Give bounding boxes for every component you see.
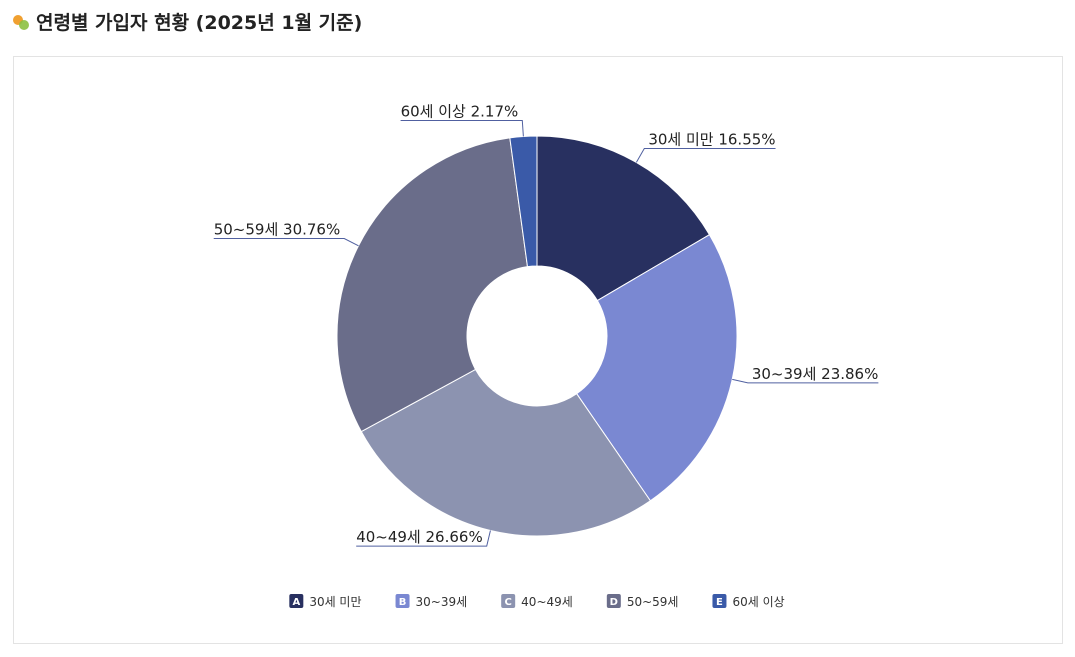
- leader-line: [635, 148, 776, 163]
- legend-marker: D: [610, 597, 618, 608]
- legend-marker: E: [716, 597, 723, 608]
- legend-label: 50~59세: [627, 595, 679, 609]
- legend-swatch: [289, 594, 304, 608]
- value-label: 60세 이상 2.17%: [401, 103, 519, 121]
- leader-line: [356, 530, 491, 547]
- legend-label: 40~49세: [521, 595, 573, 609]
- legend-marker: C: [505, 597, 512, 608]
- legend-label: 60세 이상: [732, 595, 784, 609]
- legend-swatch: [606, 594, 621, 608]
- legend-swatch: [395, 594, 410, 608]
- donut-slice: [360, 368, 652, 537]
- chart-title: 연령별 가입자 현황 (2025년 1월 기준): [36, 11, 362, 34]
- legend-label: 30세 미만: [309, 595, 361, 609]
- legend-swatch: [501, 594, 516, 608]
- leader-line: [732, 378, 879, 384]
- leader-line: [400, 120, 524, 137]
- value-label: 40~49세 26.66%: [356, 528, 483, 546]
- value-label: 30세 미만 16.55%: [648, 131, 775, 149]
- legend-label: 30~39세: [416, 595, 468, 609]
- donut-slice: [336, 137, 529, 433]
- donut-slice: [575, 234, 738, 502]
- chart-frame: [13, 56, 1063, 644]
- title-icon: [19, 20, 29, 30]
- donut-slice: [509, 135, 538, 268]
- value-label: 30~39세 23.86%: [752, 365, 879, 383]
- donut-slice: [536, 135, 711, 302]
- leader-line: [213, 238, 359, 247]
- value-label: 50~59세 30.76%: [214, 221, 341, 239]
- legend-marker: A: [292, 597, 300, 608]
- legend-marker: B: [399, 597, 407, 608]
- legend-swatch: [712, 594, 727, 608]
